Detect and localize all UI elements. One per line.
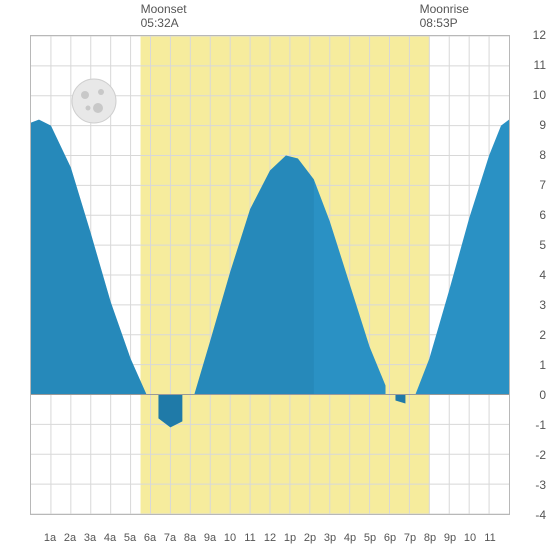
x-tick: 3p	[324, 532, 336, 544]
x-tick: 6a	[144, 532, 156, 544]
y-tick: 9	[539, 118, 546, 132]
y-tick: 3	[539, 298, 546, 312]
x-tick: 10	[224, 532, 236, 544]
x-tick: 4a	[104, 532, 116, 544]
x-tick: 8a	[184, 532, 196, 544]
y-tick: 2	[539, 328, 546, 342]
x-tick: 6p	[384, 532, 396, 544]
x-tick: 1a	[44, 532, 56, 544]
y-tick: 7	[539, 178, 546, 192]
x-tick: 9p	[444, 532, 456, 544]
tide-chart: Moonset 05:32A Moonrise 08:53P 121110987…	[0, 0, 550, 550]
x-tick: 4p	[344, 532, 356, 544]
x-tick: 2p	[304, 532, 316, 544]
x-tick: 9a	[204, 532, 216, 544]
x-tick: 8p	[424, 532, 436, 544]
y-tick: 6	[539, 208, 546, 222]
x-axis-ticks: 1a 2a 3a 4a 5a 6a 7a 8a 9a 10 11 12 1p 2p 3p 4p 5p 6p 7p 8p…	[30, 532, 510, 546]
moonset-label: Moonset 05:32A	[141, 2, 187, 31]
x-tick: 10	[464, 532, 476, 544]
x-tick: 1p	[284, 532, 296, 544]
top-annotations: Moonset 05:32A Moonrise 08:53P	[30, 2, 520, 32]
y-tick: 0	[539, 388, 546, 402]
moon-icon	[71, 78, 117, 124]
y-tick: -1	[535, 418, 546, 432]
x-tick: 3a	[84, 532, 96, 544]
moonrise-time: 08:53P	[420, 16, 458, 30]
y-tick: 12	[533, 28, 546, 42]
y-tick: 4	[539, 268, 546, 282]
y-tick: -3	[535, 478, 546, 492]
y-axis-ticks: 1211109876543210-1-2-3-4	[522, 35, 546, 515]
y-tick: -2	[535, 448, 546, 462]
x-tick: 5p	[364, 532, 376, 544]
y-tick: 1	[539, 358, 546, 372]
moonrise-title: Moonrise	[420, 2, 469, 16]
x-tick: 11	[244, 532, 255, 544]
x-tick: 2a	[64, 532, 76, 544]
x-tick: 5a	[124, 532, 136, 544]
x-tick: 12	[264, 532, 276, 544]
moonset-title: Moonset	[141, 2, 187, 16]
y-tick: -4	[535, 508, 546, 522]
y-tick: 11	[534, 58, 546, 72]
y-tick: 5	[539, 238, 546, 252]
plot-area	[30, 35, 510, 515]
x-tick: 11	[484, 532, 495, 544]
moonset-time: 05:32A	[141, 16, 179, 30]
x-tick: 7p	[404, 532, 416, 544]
y-tick: 8	[539, 148, 546, 162]
x-tick: 7a	[164, 532, 176, 544]
y-tick: 10	[533, 88, 546, 102]
moonrise-label: Moonrise 08:53P	[420, 2, 469, 31]
